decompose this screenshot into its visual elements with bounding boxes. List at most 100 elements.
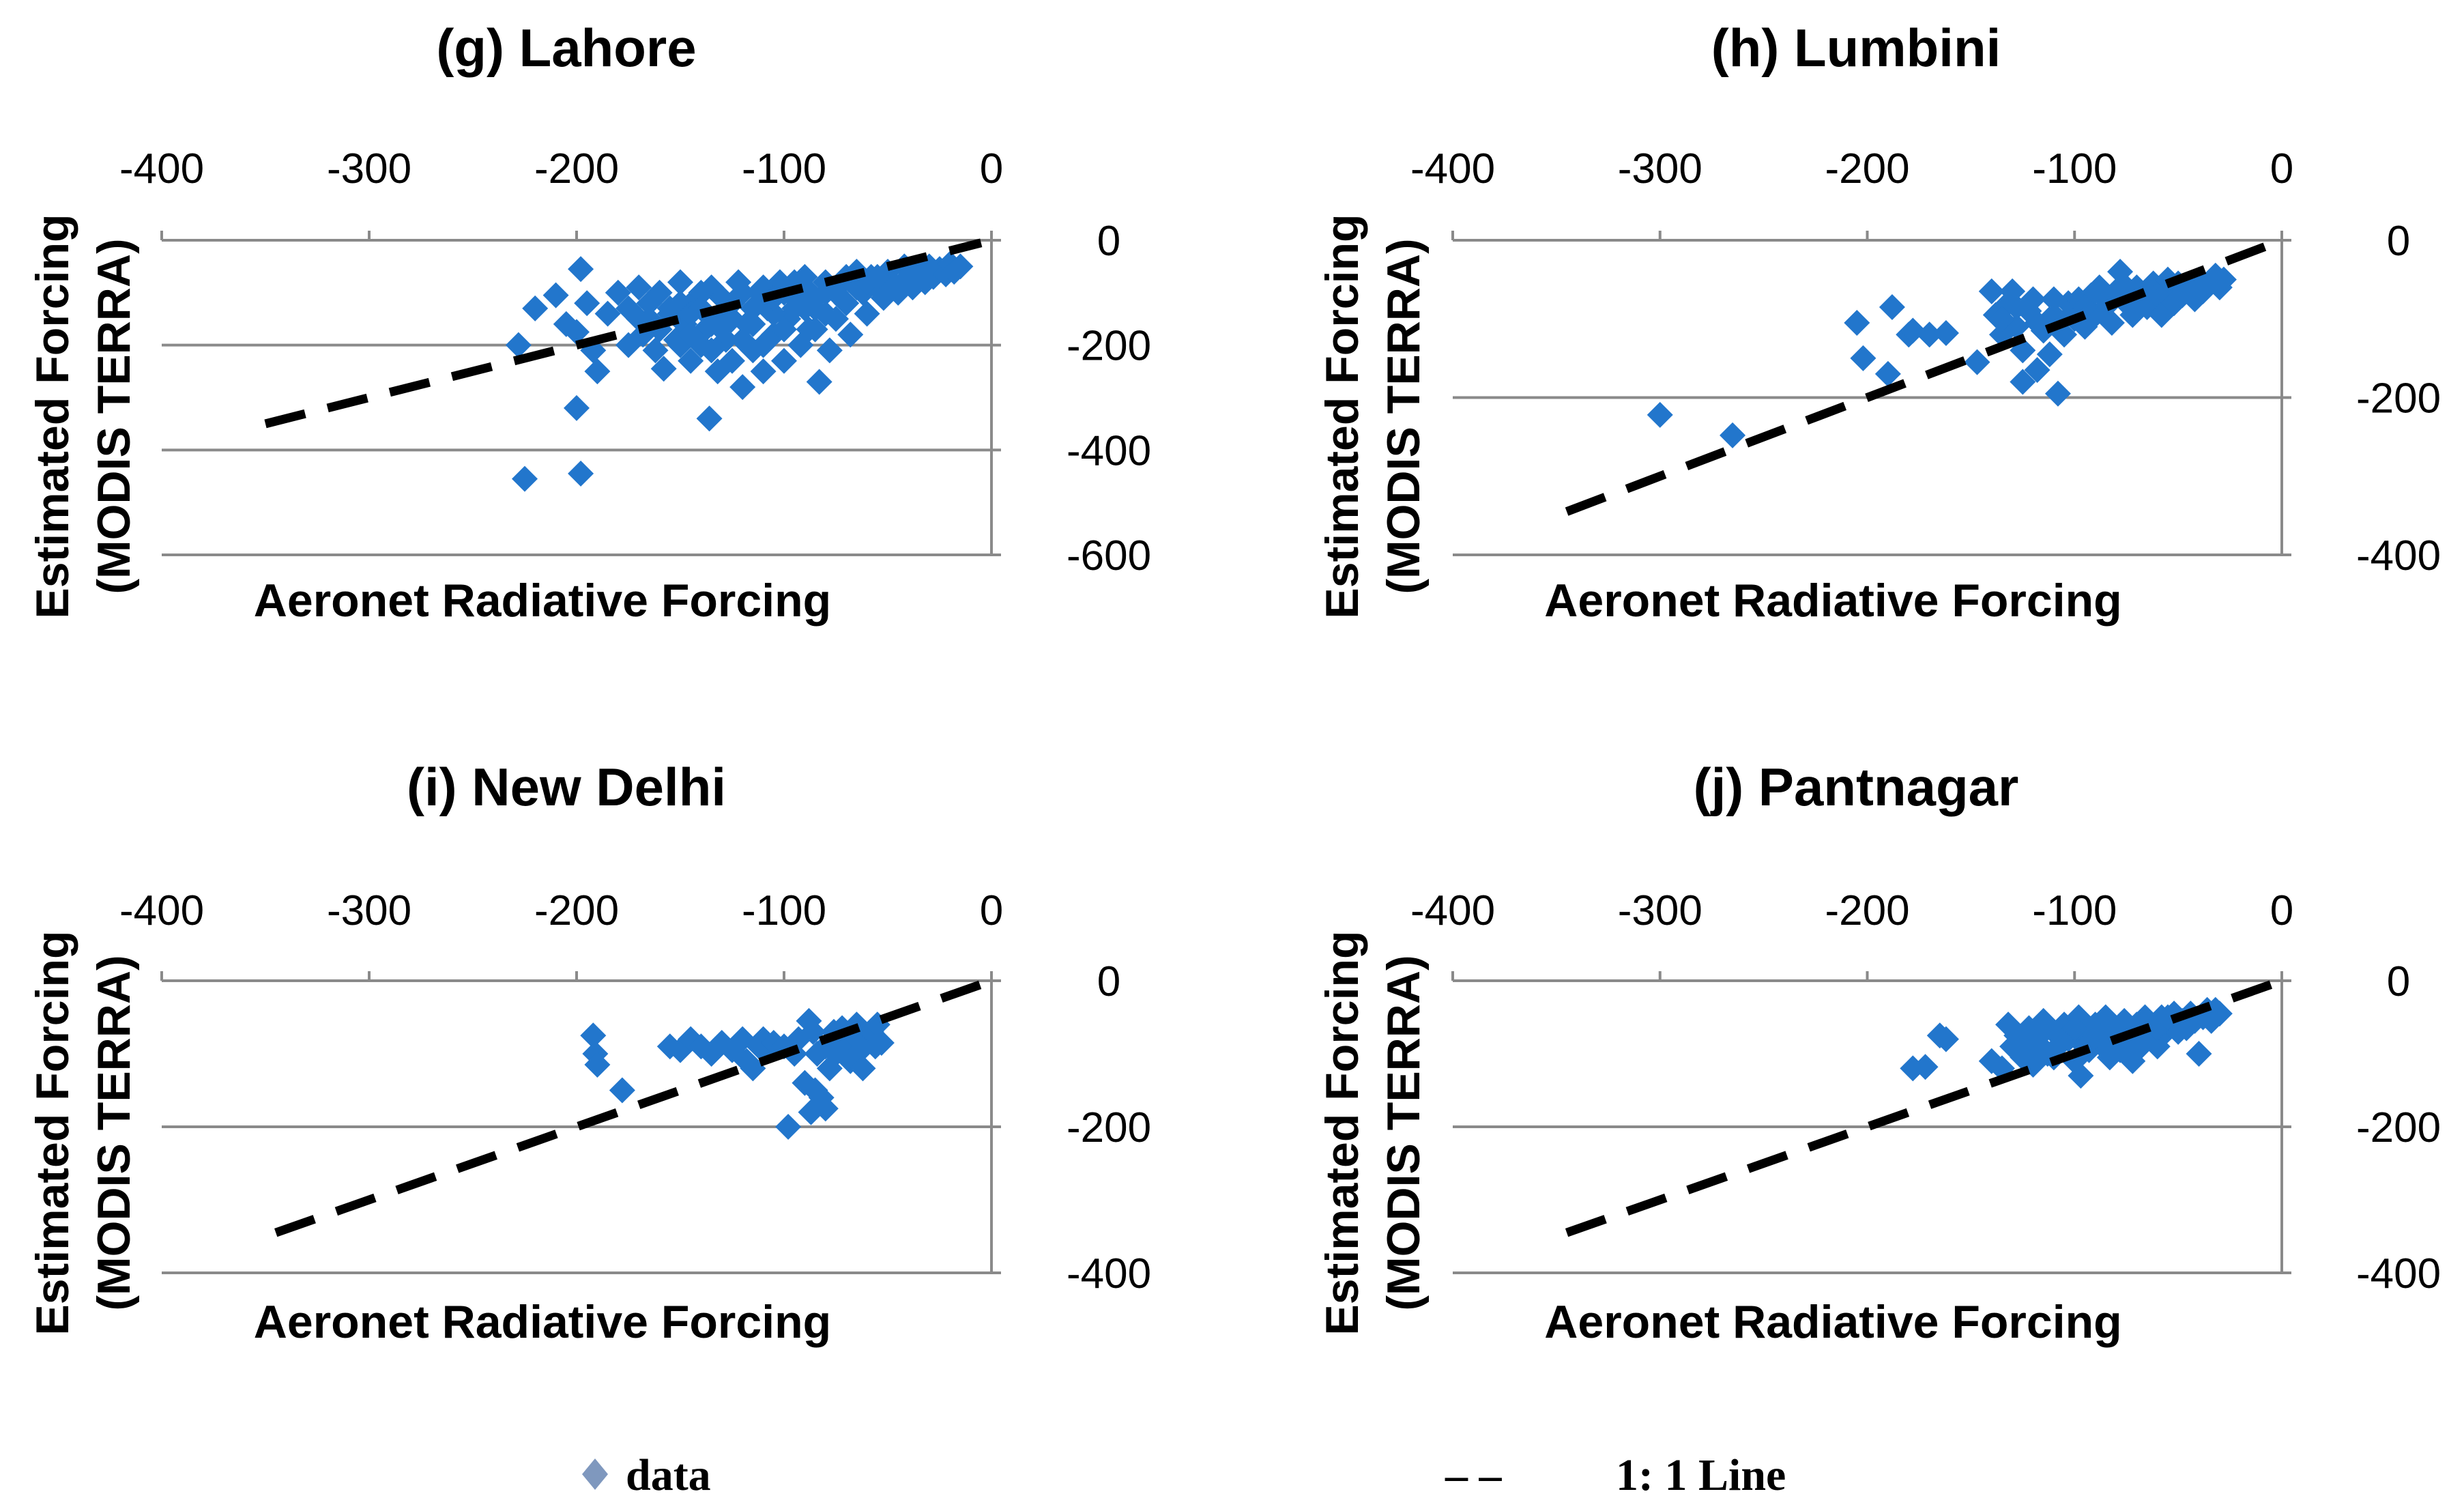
legend-diamond-icon <box>582 1458 608 1490</box>
data-point <box>1844 310 1870 336</box>
y-axis-label: Estimated Forcing <box>27 930 78 1335</box>
x-tick-label: -100 <box>742 145 826 192</box>
data-point <box>806 369 832 395</box>
chart-title: (i) New Delhi <box>407 757 726 817</box>
data-point <box>2186 1041 2212 1067</box>
x-tick-label: 0 <box>2270 145 2293 192</box>
data-point <box>750 332 777 358</box>
data-point <box>2036 341 2063 368</box>
y-tick-label: -400 <box>2356 1250 2441 1297</box>
data-point <box>1912 1054 1939 1080</box>
data-point <box>678 347 704 374</box>
legend: data – – 1: 1 Line <box>582 1450 1786 1500</box>
data-point <box>864 263 890 290</box>
data-point <box>2044 380 2071 407</box>
y-tick-label: 0 <box>1097 958 1120 1005</box>
data-point <box>1647 401 1673 428</box>
panel-lumbini: (h) Lumbini 0 -200 -400 -400 -300 -200 -100 0 Aer… <box>1316 18 2441 627</box>
data-point <box>564 319 590 345</box>
x-tick-label: -300 <box>327 887 411 934</box>
data-point <box>1850 345 1876 371</box>
data-point <box>542 282 569 308</box>
y-tick-label: -400 <box>1067 1250 1151 1297</box>
data-point <box>750 358 777 385</box>
data-point <box>2024 310 2050 336</box>
data-point <box>729 326 756 353</box>
data-point <box>837 321 864 348</box>
panel-pantnagar: (j) Pantnagar 0 -200 -400 -400 -300 -200 -100 0 A… <box>1316 757 2441 1348</box>
legend-entry-data: data <box>582 1450 711 1500</box>
data-point <box>740 1055 766 1082</box>
x-tick-label: -200 <box>534 145 619 192</box>
data-point <box>775 1114 802 1140</box>
y-tick-label: -400 <box>1067 427 1151 474</box>
x-tick-label: -300 <box>327 145 411 192</box>
x-tick-label: -200 <box>1825 887 1909 934</box>
data-point <box>512 465 538 492</box>
data-point <box>868 1029 895 1056</box>
data-point <box>802 316 828 343</box>
y-axis-label: Estimated Forcing <box>27 214 78 618</box>
y-tick-label: 0 <box>2387 958 2410 1005</box>
data-point <box>2024 357 2050 384</box>
data-point <box>584 1052 611 1078</box>
data-point <box>816 337 843 364</box>
data-point <box>812 1095 839 1122</box>
data-point <box>2154 1004 2181 1031</box>
data-point <box>1916 321 1943 348</box>
y-axis-label-secondary: (MODIS TERRA) <box>88 238 140 594</box>
legend-data-label: data <box>626 1450 711 1500</box>
x-tick-label: -400 <box>119 145 204 192</box>
data-point <box>522 295 549 321</box>
data-series <box>505 250 974 492</box>
data-point <box>584 358 611 385</box>
data-point <box>636 290 663 317</box>
x-axis-label: Aeronet Radiative Forcing <box>1544 575 2121 627</box>
panel-new-delhi: (i) New Delhi 0 -200 -400 -400 -300 -200 -100 0 A… <box>27 757 1151 1348</box>
y-tick-label: -200 <box>2356 1104 2441 1151</box>
data-point <box>1964 349 1990 375</box>
chart-title: (g) Lahore <box>436 18 696 78</box>
data-point <box>650 356 677 382</box>
x-tick-label: 0 <box>2270 887 2293 934</box>
y-axis-label-secondary: (MODIS TERRA) <box>1378 955 1430 1310</box>
chart-title: (j) Pantnagar <box>1694 757 2019 817</box>
data-point <box>1879 293 1905 320</box>
y-tick-label: -200 <box>1067 323 1151 370</box>
data-point <box>605 279 631 306</box>
data-point <box>2068 1063 2094 1089</box>
data-series <box>1647 259 2237 448</box>
data-point <box>2098 310 2125 336</box>
data-point <box>2010 369 2036 395</box>
data-point <box>696 405 723 432</box>
data-point <box>740 311 766 337</box>
data-point <box>1932 1026 1959 1052</box>
y-axis-label: Estimated Forcing <box>1316 214 1368 618</box>
y-tick-label: -200 <box>1067 1104 1151 1151</box>
data-point <box>947 253 974 280</box>
y-tick-label: 0 <box>2387 218 2410 265</box>
x-tick-label: -300 <box>1618 145 1702 192</box>
data-point <box>2040 286 2067 313</box>
x-axis-label: Aeronet Radiative Forcing <box>254 575 831 627</box>
y-tick-label: -400 <box>2356 532 2441 579</box>
data-point <box>1720 422 1746 448</box>
x-tick-label: -200 <box>534 887 619 934</box>
data-point <box>823 279 849 306</box>
data-point <box>667 269 693 296</box>
data-point <box>2003 293 2030 320</box>
data-point <box>678 321 704 348</box>
data-point <box>2030 1018 2057 1045</box>
data-point <box>2061 1015 2088 1041</box>
data-point <box>1874 360 1901 387</box>
legend-line-label: 1: 1 Line <box>1616 1450 1786 1500</box>
x-tick-label: -100 <box>2032 887 2117 934</box>
x-tick-label: -400 <box>1410 145 1495 192</box>
data-point <box>609 1077 635 1104</box>
data-point <box>626 274 652 301</box>
legend-dash-icon: – – <box>1445 1450 1503 1500</box>
data-point <box>771 316 797 343</box>
data-point <box>1978 278 2005 304</box>
data-point <box>568 460 594 487</box>
